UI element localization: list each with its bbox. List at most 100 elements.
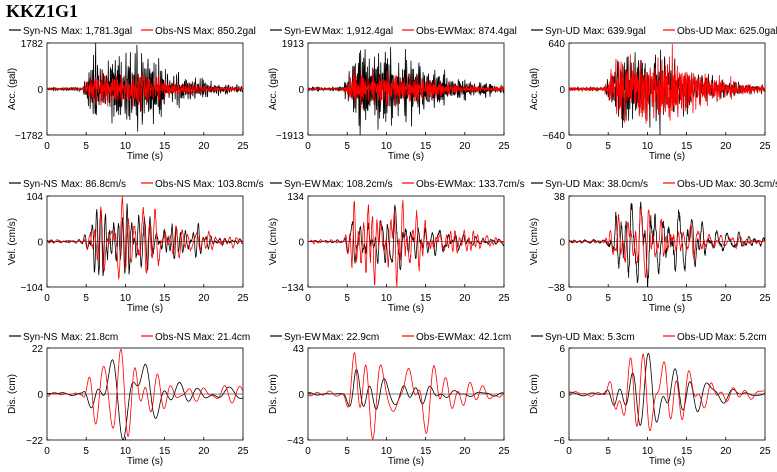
y-tick-label: −1782 (15, 131, 44, 142)
legend-obs-max: Max: 5.2cm (715, 332, 767, 343)
legend: Syn-NS Max: 1,781.3gal Obs-NS Max: 850.2gal (9, 26, 256, 37)
x-tick-label: 25 (237, 141, 249, 152)
x-tick-label: 5 (605, 141, 611, 152)
syn-waveform (308, 369, 505, 410)
legend-obs-max: Max: 21.4cm (193, 332, 250, 343)
legend-obs-name: Obs-EW (416, 332, 454, 343)
waveform-panel: Syn-NS Max: 21.8cm Obs-NS Max: 21.4cm 22 0 −22… (7, 332, 250, 467)
x-tick-label: 0 (305, 141, 311, 152)
y-tick-label: 0 (298, 238, 304, 249)
x-tick-label: 25 (237, 446, 249, 457)
y-tick-label: 0 (37, 390, 43, 401)
x-tick-label: 5 (605, 446, 611, 457)
x-tick-label: 5 (83, 293, 89, 304)
legend-syn-name: Syn-EW (284, 332, 321, 343)
x-tick-label: 25 (237, 293, 249, 304)
x-tick-label: 25 (498, 446, 510, 457)
legend-syn-max: Max: 108.2cm/s (322, 179, 393, 190)
y-tick-label: −134 (281, 283, 304, 294)
legend-obs-name: Obs-UD (677, 26, 713, 37)
y-tick-label: −38 (548, 283, 565, 294)
y-axis-label: Vel. (cm/s) (268, 218, 279, 265)
legend: Syn-UD Max: 5.3cm Obs-UD Max: 5.2cm (531, 332, 767, 343)
y-tick-label: 1782 (21, 39, 44, 50)
legend: Syn-EW Max: 108.2cm/s Obs-EW Max: 133.7cm/s (270, 179, 525, 190)
x-tick-label: 0 (44, 141, 50, 152)
x-axis-label: Time (s) (127, 303, 163, 314)
legend-obs-max: Max: 850.2gal (193, 26, 256, 37)
legend-syn-name: Syn-UD (545, 26, 580, 37)
x-tick-label: 25 (759, 293, 771, 304)
x-tick-label: 25 (498, 141, 510, 152)
x-tick-label: 5 (344, 293, 350, 304)
y-tick-label: 0 (559, 390, 565, 401)
legend-syn-name: Syn-NS (23, 26, 58, 37)
legend-syn-max: Max: 22.9cm (322, 332, 379, 343)
waveform-panel: Syn-EW Max: 108.2cm/s Obs-EW Max: 133.7cm/s… (268, 179, 525, 314)
x-axis-label: Time (s) (388, 456, 424, 467)
x-tick-label: 15 (159, 141, 171, 152)
x-tick-label: 15 (420, 446, 432, 457)
waveform-panel: Syn-UD Max: 639.9gal Obs-UD Max: 625.0gal 64… (529, 26, 777, 162)
x-tick-label: 5 (344, 141, 350, 152)
syn-waveform (307, 204, 505, 271)
x-tick-label: 5 (83, 141, 89, 152)
obs-waveform (568, 208, 766, 278)
y-tick-label: 0 (298, 85, 304, 96)
y-tick-label: −640 (542, 131, 565, 142)
x-tick-label: 15 (681, 293, 693, 304)
legend-syn-max: Max: 639.9gal (583, 26, 646, 37)
y-tick-label: 0 (298, 390, 304, 401)
y-tick-label: −1913 (276, 131, 305, 142)
waveform-panel: Syn-NS Max: 1,781.3gal Obs-NS Max: 850.2gal… (7, 26, 256, 162)
legend: Syn-EW Max: 1,912.4gal Obs-EW Max: 874.4gal (270, 26, 517, 37)
x-axis-label: Time (s) (649, 456, 685, 467)
x-tick-label: 15 (420, 141, 432, 152)
legend-syn-name: Syn-NS (23, 332, 58, 343)
y-axis-label: Acc. (gal) (7, 68, 18, 110)
legend-obs-name: Obs-UD (677, 179, 713, 190)
x-tick-label: 5 (605, 293, 611, 304)
x-tick-label: 0 (566, 293, 572, 304)
y-tick-label: 43 (293, 344, 305, 355)
legend-syn-name: Syn-EW (284, 179, 321, 190)
x-tick-label: 10 (642, 293, 654, 304)
legend: Syn-EW Max: 22.9cm Obs-EW Max: 42.1cm (270, 332, 511, 343)
obs-waveform (46, 69, 244, 111)
obs-waveform (47, 348, 244, 437)
x-axis-label: Time (s) (127, 151, 163, 162)
legend-obs-name: Obs-UD (677, 332, 713, 343)
legend-obs-max: Max: 874.4gal (454, 26, 517, 37)
y-tick-label: 0 (37, 238, 43, 249)
legend-syn-max: Max: 21.8cm (61, 332, 118, 343)
legend-obs-max: Max: 30.3cm/s (715, 179, 777, 190)
waveform-panel: Syn-NS Max: 86.8cm/s Obs-NS Max: 103.8cm/s 1… (7, 179, 264, 314)
x-tick-label: 10 (381, 446, 393, 457)
y-tick-label: 1913 (282, 39, 305, 50)
legend-syn-max: Max: 5.3cm (583, 332, 635, 343)
obs-waveform (46, 196, 244, 281)
x-tick-label: 5 (83, 446, 89, 457)
x-tick-label: 15 (159, 293, 171, 304)
y-tick-label: −43 (287, 436, 304, 447)
y-tick-label: −22 (26, 436, 43, 447)
y-tick-label: 0 (37, 85, 43, 96)
x-tick-label: 0 (305, 293, 311, 304)
x-tick-label: 25 (759, 446, 771, 457)
y-axis-label: Vel. (cm/s) (7, 218, 18, 265)
x-tick-label: 15 (420, 293, 432, 304)
x-tick-label: 20 (720, 293, 732, 304)
x-tick-label: 20 (459, 293, 471, 304)
y-tick-label: −6 (554, 436, 566, 447)
y-tick-label: 22 (32, 344, 44, 355)
legend-syn-name: Syn-EW (284, 26, 321, 37)
legend-syn-name: Syn-UD (545, 332, 580, 343)
x-tick-label: 15 (681, 141, 693, 152)
legend-obs-name: Obs-NS (155, 332, 191, 343)
obs-waveform (307, 67, 505, 109)
page-title: KKZ1G1 (6, 1, 79, 21)
syn-waveform (47, 359, 244, 440)
waveform-panel: Syn-EW Max: 22.9cm Obs-EW Max: 42.1cm430−43… (268, 332, 511, 467)
x-tick-label: 20 (459, 446, 471, 457)
x-tick-label: 15 (159, 446, 171, 457)
